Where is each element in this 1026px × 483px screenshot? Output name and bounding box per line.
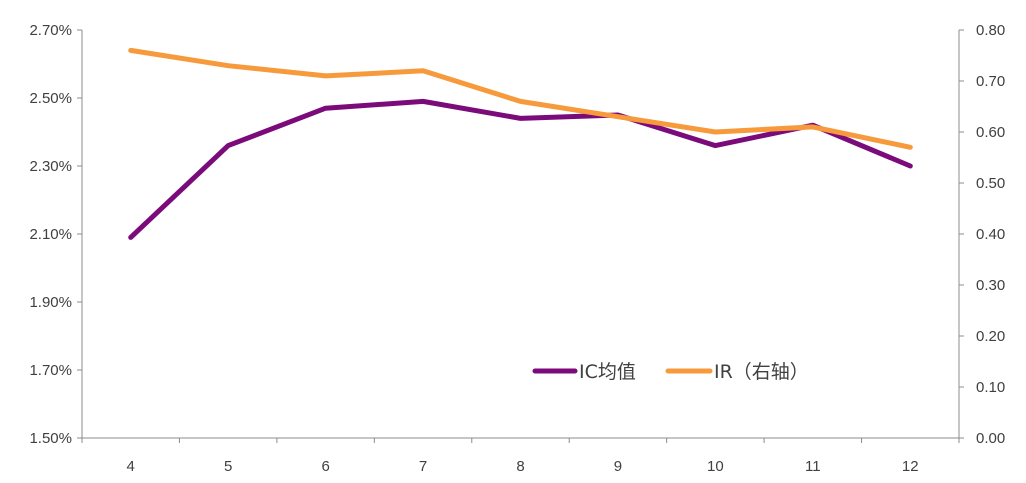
left-tick-label: 2.10% [29, 226, 72, 243]
x-tick-label: 12 [902, 458, 919, 475]
left-tick-label: 2.70% [29, 22, 72, 39]
x-tick-label: 6 [321, 458, 329, 475]
series-line-ic [128, 98, 913, 240]
series-line-ir [128, 47, 913, 150]
left-tick-label: 2.50% [29, 90, 72, 107]
x-tick-label: 8 [516, 458, 524, 475]
right-tick-label: 0.10 [976, 379, 1005, 396]
right-tick-label: 0.70 [976, 73, 1005, 90]
legend: IC均值 IR（右轴） [532, 361, 809, 383]
left-tick-label: 1.90% [29, 294, 72, 311]
x-tick-label: 7 [419, 458, 427, 475]
right-tick-label: 0.80 [976, 22, 1005, 39]
legend-label-ic: IC均值 [579, 361, 636, 383]
left-tick-label: 1.70% [29, 362, 72, 379]
left-tick-label: 1.50% [29, 430, 72, 447]
x-tick-label: 5 [224, 458, 232, 475]
legend-label-ir: IR（右轴） [714, 361, 809, 383]
right-tick-label: 0.30 [976, 277, 1005, 294]
right-tick-label: 0.00 [976, 430, 1005, 447]
x-tick-label: 4 [127, 458, 135, 475]
right-tick-label: 0.60 [976, 124, 1005, 141]
x-tick-label: 11 [805, 458, 821, 475]
x-tick-label: 9 [614, 458, 622, 475]
series-lines [128, 47, 913, 240]
axes: 1.50% 1.70% 1.90% 2.10% 2.30% 2.50% 2.70% 0.00 0… [29, 22, 1005, 475]
right-tick-label: 0.40 [976, 226, 1005, 243]
left-tick-label: 2.30% [29, 158, 72, 175]
right-tick-label: 0.20 [976, 328, 1005, 345]
right-tick-label: 0.50 [976, 175, 1005, 192]
x-tick-label: 10 [707, 458, 724, 475]
